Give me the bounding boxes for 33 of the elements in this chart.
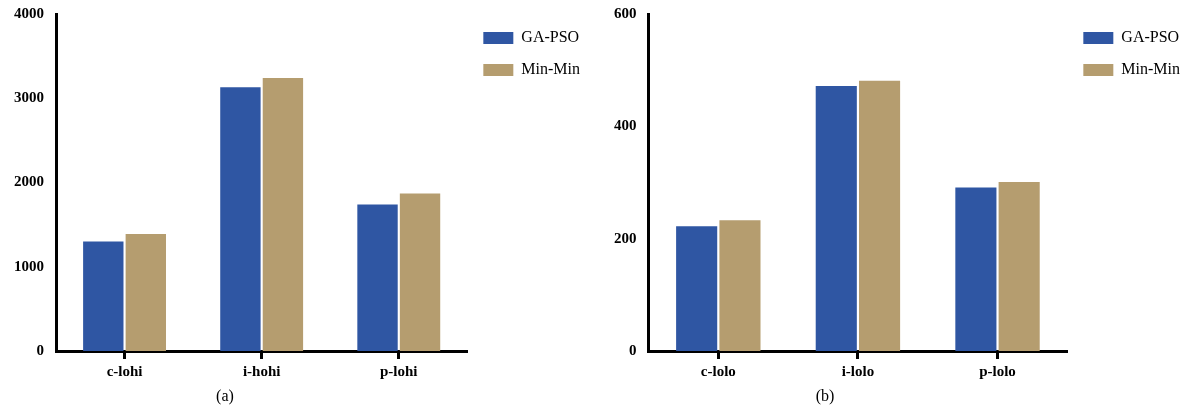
y-tick-label: 600 (614, 4, 637, 21)
y-tick-label: 200 (614, 229, 637, 246)
bar (955, 187, 997, 351)
bar (220, 87, 261, 351)
y-tick-label: 4000 (14, 4, 44, 21)
bar (399, 193, 441, 351)
text: (a) (215, 387, 235, 405)
legend-label: GA-PSO (1121, 28, 1180, 46)
bar (719, 220, 761, 351)
y-tick-label: 0 (629, 341, 637, 358)
y-tick-label: 3000 (14, 89, 44, 106)
legend-label: Min-Min (1121, 60, 1180, 78)
x-tick-label: p-lolo (979, 362, 1016, 379)
bar (357, 204, 398, 351)
legend-label: Min-Min (521, 60, 580, 78)
y-tick-label: 0 (36, 341, 44, 358)
bar (859, 80, 901, 351)
bar (83, 241, 124, 351)
x-tick-label: c-lohi (106, 362, 143, 379)
x-tick-label: i-hohi (242, 362, 281, 379)
x-tick-label: p-lohi (380, 362, 418, 379)
text: (b) (814, 387, 836, 405)
bar (998, 181, 1040, 351)
bar (262, 78, 304, 351)
x-tick-label: i-lolo (841, 362, 875, 379)
x-tick-label: c-lolo (700, 362, 736, 379)
bar (125, 233, 166, 351)
y-tick-label: 1000 (14, 257, 44, 274)
y-tick-label: 400 (614, 117, 637, 134)
legend-label: GA-PSO (521, 28, 580, 46)
y-tick-label: 2000 (14, 173, 44, 190)
bar (815, 85, 857, 351)
bar (676, 226, 718, 351)
